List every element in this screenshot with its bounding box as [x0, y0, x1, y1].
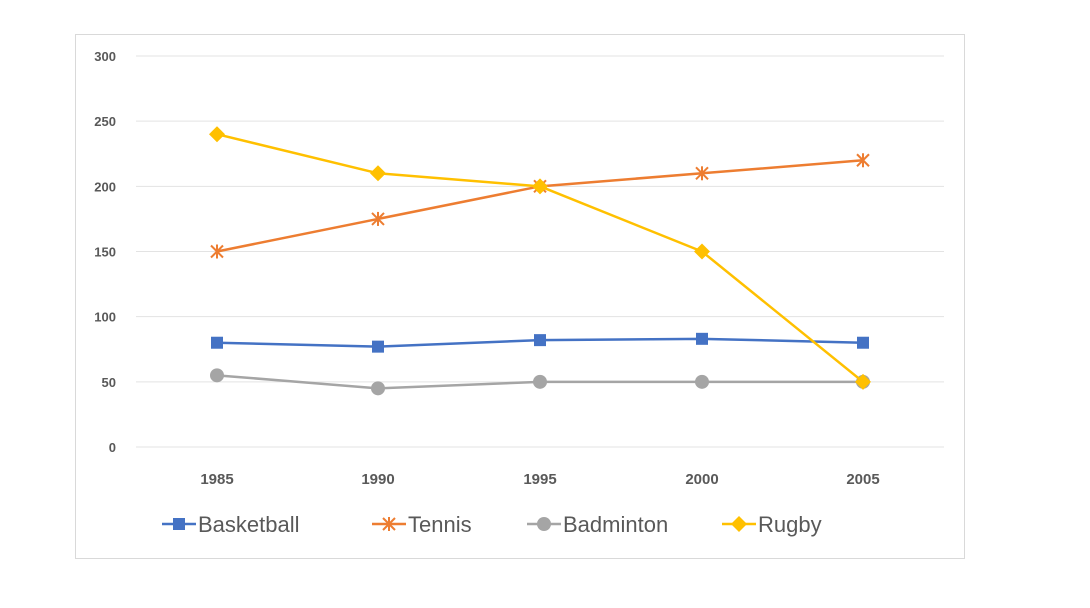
y-tick-label: 0	[109, 440, 116, 455]
asterisk-marker-icon	[210, 244, 224, 259]
square-marker-icon	[534, 334, 546, 347]
asterisk-marker-icon	[382, 517, 396, 531]
x-tick-label: 1990	[361, 471, 394, 488]
asterisk-marker-icon	[856, 153, 870, 168]
x-tick-label: 2000	[685, 471, 718, 488]
asterisk-marker-icon	[695, 166, 709, 181]
square-marker-icon	[696, 332, 708, 345]
legend-label: Basketball	[198, 512, 300, 537]
series-badminton	[210, 368, 870, 396]
legend: Basketball Tennis Badminton Rugby	[162, 512, 822, 537]
x-tick-label: 2005	[846, 471, 879, 488]
circle-marker-icon	[537, 517, 551, 531]
circle-marker-icon	[210, 368, 224, 383]
legend-label: Rugby	[758, 512, 822, 537]
series-lines	[209, 126, 871, 396]
series-rugby	[209, 126, 871, 390]
y-tick-label: 100	[94, 310, 116, 325]
legend-label: Tennis	[408, 512, 472, 537]
square-marker-icon	[211, 336, 223, 349]
y-tick-label: 250	[94, 114, 116, 129]
circle-marker-icon	[533, 374, 547, 389]
diamond-marker-icon	[209, 126, 225, 143]
diamond-marker-icon	[370, 165, 386, 182]
diamond-marker-icon	[855, 373, 871, 390]
square-marker-icon	[173, 518, 185, 530]
legend-item-tennis: Tennis	[372, 512, 472, 537]
series-line	[216, 159, 864, 253]
circle-marker-icon	[695, 374, 709, 389]
diamond-marker-icon	[694, 243, 710, 260]
x-tick-label: 1995	[523, 471, 556, 488]
y-tick-label: 150	[94, 245, 116, 260]
x-tick-label: 1985	[200, 471, 233, 488]
y-tick-label: 300	[94, 49, 116, 64]
y-tick-label: 200	[94, 179, 116, 194]
diamond-marker-icon	[532, 178, 548, 195]
series-basketball	[211, 332, 869, 353]
square-marker-icon	[372, 340, 384, 353]
legend-item-badminton: Badminton	[527, 512, 668, 537]
square-marker-icon	[857, 336, 869, 349]
y-axis-ticks: 0 50 100 150 200 250 300	[94, 49, 116, 455]
asterisk-marker-icon	[371, 211, 385, 226]
circle-marker-icon	[371, 381, 385, 396]
x-axis-ticks: 1985 1990 1995 2000 2005	[200, 471, 879, 488]
legend-label: Badminton	[563, 512, 668, 537]
series-tennis	[210, 153, 870, 259]
legend-item-basketball: Basketball	[162, 512, 300, 537]
diamond-marker-icon	[731, 516, 747, 532]
legend-item-rugby: Rugby	[722, 512, 822, 537]
y-tick-label: 50	[102, 375, 116, 390]
